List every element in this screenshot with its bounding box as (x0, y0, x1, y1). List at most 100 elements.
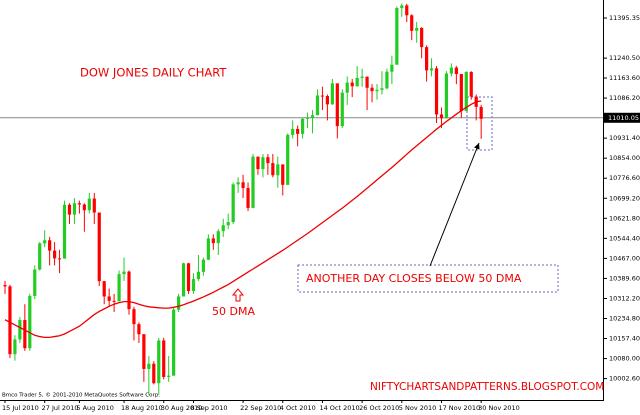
candle-body (429, 68, 434, 71)
candle-body (152, 363, 156, 384)
candle-body (216, 231, 220, 244)
candle-body (172, 309, 176, 376)
candle-body (87, 198, 91, 211)
candle-body (390, 64, 394, 72)
y-tick-label: 11395.35 (609, 14, 640, 22)
x-tick-label: 5 Aug 2010 (76, 404, 114, 412)
candle-body (206, 238, 210, 260)
candle-body (345, 82, 349, 93)
candle-body (281, 164, 285, 185)
candle-body (53, 250, 57, 259)
x-tick-label: 30 Aug 2010 (161, 404, 203, 412)
candle-body (221, 225, 225, 232)
candle-body (48, 240, 52, 251)
candle-body (340, 92, 344, 127)
candle-body (167, 375, 171, 377)
y-tick-label: 10621.80 (609, 214, 640, 222)
y-tick-label: 10312.20 (609, 294, 640, 302)
candle-body (246, 187, 250, 208)
candle-body (127, 271, 131, 310)
candle-body (122, 271, 126, 275)
candle-body (137, 324, 141, 335)
candle-body (226, 222, 230, 226)
candle-body (181, 263, 186, 297)
chart-title: DOW JONES DAILY CHART (80, 66, 227, 80)
x-tick-label: 27 Jul 2010 (42, 404, 79, 412)
candle-body (97, 212, 101, 282)
candle-body (142, 334, 146, 369)
candle-body (420, 27, 424, 48)
candle-body (464, 71, 468, 112)
candle-body (72, 203, 77, 215)
y-tick-label: 10002.60 (609, 375, 640, 383)
candle-body (157, 340, 161, 384)
annotation-box (297, 264, 559, 293)
y-tick-label: 10544.40 (609, 234, 640, 242)
candle-body (251, 156, 255, 208)
candle-body (410, 15, 414, 31)
y-tick-label: 10699.20 (609, 194, 640, 202)
candle-body (18, 320, 22, 340)
candle-body (355, 77, 359, 87)
x-tick-label: 17 Nov 2010 (438, 404, 480, 412)
candle-body (82, 204, 86, 211)
y-tick-label: 10389.60 (609, 274, 640, 282)
candle-body (191, 279, 196, 292)
x-tick-label: 5 Nov 2010 (399, 404, 437, 412)
candle-body (459, 74, 463, 112)
candle-body (449, 67, 453, 74)
ma-label: 50 DMA (212, 305, 255, 318)
candle-body (315, 95, 320, 116)
pointer-arrow (429, 142, 480, 267)
candle-body (320, 95, 325, 97)
candle-body (107, 296, 111, 301)
y-tick-label: 10467.00 (609, 254, 640, 262)
candle-body (395, 8, 399, 65)
y-tick-label: 11240.50 (609, 54, 640, 62)
y-tick-label: 10931.40 (609, 134, 640, 142)
x-tick-label: 4 Oct 2010 (280, 404, 316, 412)
watermark: NIFTYCHARTSANDPATTERNS.BLOGSPOT.COM (370, 381, 604, 393)
candle-body (236, 182, 240, 185)
y-tick-label: 10234.80 (609, 314, 640, 322)
candle-body (92, 198, 96, 213)
candle-body (271, 163, 275, 176)
candle-body (211, 238, 215, 244)
candle-body (117, 274, 121, 302)
plot: 11395.35 11240.50 11163.60 11086.20 10931.40… (0, 3, 640, 412)
candle-body (301, 118, 305, 134)
candle-body (454, 67, 458, 75)
candle-body (38, 243, 42, 270)
candle-body (196, 271, 201, 280)
candle-body (469, 71, 473, 97)
candle-body (266, 157, 270, 164)
candle-body (261, 157, 265, 170)
candle-body (325, 96, 329, 105)
y-tick-label: 10080.00 (609, 355, 640, 363)
y-tick-label: 10776.60 (609, 174, 640, 182)
x-tick-label: 22 Sep 2010 (240, 404, 281, 412)
candle-body (296, 128, 300, 134)
candle-body (405, 5, 409, 16)
candle-body (28, 295, 32, 349)
candle-body (385, 71, 389, 89)
ma-line (4, 100, 482, 338)
candle-body (310, 115, 315, 118)
highlight-box (466, 96, 493, 151)
y-tick-label: 10854.00 (609, 154, 640, 162)
candle-body (23, 320, 27, 349)
candle-body (112, 300, 116, 302)
x-tick-label: 26 Oct 2010 (359, 404, 399, 412)
candle-body (33, 269, 37, 296)
candle-body (415, 27, 419, 31)
candle-body (256, 156, 260, 170)
candle-body (132, 309, 136, 325)
candle-body (444, 73, 449, 119)
candle-body (276, 164, 280, 176)
candle-body (330, 83, 334, 105)
candle-body (400, 5, 404, 9)
y-tick-label: 10157.40 (609, 335, 640, 343)
x-tick-label: 8 Sep 2010 (190, 404, 227, 412)
candle-body (3, 285, 7, 287)
